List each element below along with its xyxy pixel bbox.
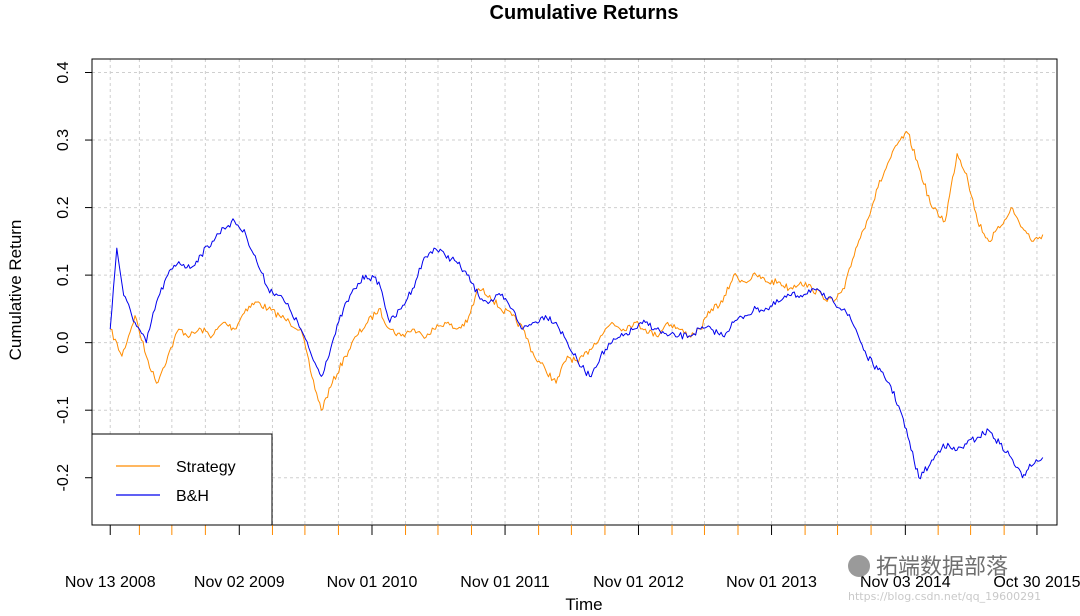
watermark-brand: 拓端数据部落 (848, 549, 1008, 581)
y-tick-label: 0.0 (55, 331, 72, 353)
x-tick-label: Nov 01 2013 (726, 574, 817, 591)
legend-label-bh: B&H (176, 488, 209, 505)
legend-label-strategy: Strategy (176, 459, 236, 476)
y-tick-label: -0.1 (55, 396, 72, 424)
series-line-bh (109, 218, 1044, 480)
watermark-brand-text: 拓端数据部落 (876, 555, 1009, 580)
y-tick-label: 0.4 (55, 61, 72, 83)
x-tick-label: Nov 03 2014 (860, 574, 951, 591)
series-layer (109, 131, 1044, 480)
y-tick-label: 0.2 (55, 196, 72, 218)
series-line-strategy (110, 131, 1044, 411)
axes: -0.2 -0.1 0.0 0.1 0.2 0.3 0.4 Nov 13 2008 Nov 02… (55, 61, 1080, 591)
x-tick-label: Oct 30 2015 (993, 574, 1080, 591)
x-tick-label: Nov 01 2010 (327, 574, 418, 591)
x-tick-label: Nov 13 2008 (65, 574, 156, 591)
x-tick-label: Nov 01 2011 (460, 574, 550, 591)
legend: Strategy B&H (91, 433, 273, 526)
y-axis-label: Cumulative Return (6, 220, 25, 361)
plot-frame (91, 58, 1058, 526)
watermark-url: https://blog.csdn.net/qq_19600291 (848, 590, 1042, 603)
legend-box (91, 433, 273, 526)
y-tick-label: -0.2 (55, 464, 72, 492)
chart-title: Cumulative Returns (490, 2, 679, 24)
y-tick-label: 0.3 (55, 129, 72, 151)
x-tick-label: Nov 02 2009 (194, 574, 285, 591)
grid (92, 59, 1057, 525)
wechat-icon (848, 555, 870, 577)
x-axis-label: Time (565, 595, 602, 614)
x-tick-label: Nov 01 2012 (593, 574, 684, 591)
y-tick-label: 0.1 (55, 264, 72, 286)
